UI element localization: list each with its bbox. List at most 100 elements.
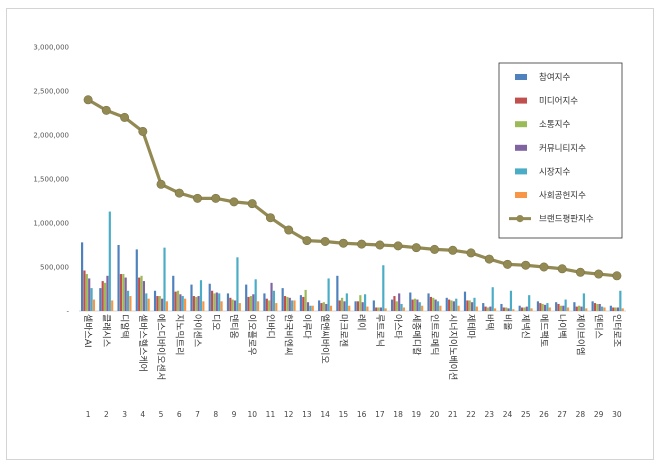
legend-label: 브랜드평판지수	[539, 214, 594, 225]
bar-미디어지수-5	[156, 296, 159, 311]
bar-커뮤니티지수-7	[197, 296, 200, 311]
rank-label: 20	[430, 410, 440, 419]
legend-label: 사회공헌지수	[539, 191, 586, 201]
bar-참여지수-11	[263, 293, 266, 311]
line-point-20	[430, 244, 440, 254]
bar-커뮤니티지수-18	[398, 293, 401, 311]
bar-커뮤니티지수-22	[471, 302, 474, 311]
bar-시장지수-29	[601, 306, 604, 311]
bar-소통지수-12	[286, 296, 289, 311]
bar-사회공헌지수-19	[421, 305, 424, 311]
rank-label: 2	[104, 410, 109, 419]
bar-참여지수-23	[482, 303, 485, 311]
legend-swatch	[515, 168, 527, 175]
bar-사회공헌지수-20	[439, 305, 442, 311]
bar-소통지수-13	[304, 289, 307, 311]
bar-소통지수-14	[322, 302, 325, 311]
bar-미디어지수-4	[138, 277, 141, 311]
bar-참여지수-10	[245, 284, 248, 311]
bar-사회공헌지수-27	[566, 307, 570, 311]
bar-시장지수-2	[108, 211, 111, 311]
bar-미디어지수-19	[411, 299, 414, 311]
bar-시장지수-24	[509, 290, 513, 311]
bar-사회공헌지수-11	[275, 303, 278, 311]
bar-사회공헌지수-21	[457, 305, 460, 311]
line-point-11	[265, 213, 275, 223]
bar-커뮤니티지수-14	[325, 303, 328, 311]
bar-시장지수-11	[272, 290, 276, 311]
bar-커뮤니티지수-24	[507, 308, 510, 311]
line-point-5	[156, 179, 166, 189]
bar-미디어지수-12	[283, 296, 287, 311]
category-label: 마크로젠	[337, 314, 348, 347]
line-point-12	[284, 225, 294, 235]
bar-사회공헌지수-28	[585, 308, 588, 311]
category-label: 디알텍	[119, 314, 130, 339]
bar-참여지수-9	[226, 293, 230, 311]
line-point-26	[539, 262, 549, 272]
legend-line-marker	[516, 215, 524, 223]
bar-참여지수-8	[208, 283, 211, 311]
bar-커뮤니티지수-26	[543, 304, 547, 311]
bar-시장지수-19	[418, 302, 421, 311]
line-point-1	[83, 95, 93, 105]
bar-사회공헌지수-13	[311, 305, 314, 311]
legend-label: 미디어지수	[539, 96, 578, 107]
line-point-3	[120, 112, 130, 122]
line-point-27	[557, 264, 567, 274]
bar-커뮤니티지수-16	[361, 302, 364, 311]
category-label: 나이벡	[556, 314, 567, 339]
brand-reputation-chart: - 500,000 1,000,000 1,500,000 2,000,000 2,500…	[33, 44, 626, 419]
bar-미디어지수-30	[612, 307, 615, 311]
line-series-group	[83, 95, 622, 281]
bar-커뮤니티지수-21	[452, 301, 455, 311]
category-label: 세종메디칼	[410, 314, 421, 355]
bar-시장지수-10	[254, 279, 257, 311]
bar-시장지수-4	[145, 293, 148, 311]
bar-시장지수-28	[582, 293, 585, 311]
bar-커뮤니티지수-28	[580, 306, 583, 311]
bar-사회공헌지수-24	[512, 309, 515, 311]
category-label: 셀바스헬스케어	[137, 314, 148, 372]
bar-미디어지수-10	[247, 296, 250, 311]
line-point-28	[575, 267, 585, 277]
bar-소통지수-28	[578, 305, 581, 311]
bar-미디어지수-7	[192, 296, 195, 311]
category-label: 시너지이노베이션	[447, 314, 458, 380]
bar-시장지수-27	[564, 299, 567, 311]
line-point-22	[466, 248, 476, 258]
line-point-14	[320, 236, 330, 246]
bar-미디어지수-14	[320, 303, 323, 311]
bar-참여지수-12	[281, 288, 284, 311]
bar-사회공헌지수-2	[111, 300, 114, 311]
rank-label: 4	[140, 410, 145, 419]
bar-참여지수-29	[591, 301, 594, 311]
bar-참여지수-6	[172, 275, 175, 311]
bar-참여지수-17	[372, 300, 375, 311]
bar-미디어지수-18	[393, 296, 396, 311]
bar-커뮤니티지수-2	[106, 275, 109, 311]
bar-소통지수-6	[176, 290, 180, 311]
bar-미디어지수-9	[229, 297, 232, 311]
bar-참여지수-5	[153, 290, 157, 311]
bar-커뮤니티지수-3	[124, 277, 127, 311]
line-point-4	[138, 126, 148, 136]
bar-참여지수-7	[190, 284, 193, 311]
category-labels: 셀바스AI 클래시스 디알텍 셀바스헬스케어 에스디바이오센서 지노믹트리 아이센스 디오 덴티…	[82, 314, 622, 380]
bar-소통지수-27	[559, 305, 562, 311]
category-label: 아스타	[392, 314, 403, 340]
line-point-2	[101, 105, 111, 115]
rank-label: 24	[503, 410, 513, 419]
rank-label: 22	[466, 410, 476, 419]
rank-label: 9	[232, 410, 237, 419]
bar-참여지수-19	[409, 292, 412, 311]
bar-미디어지수-16	[356, 301, 360, 311]
bar-시장지수-15	[345, 293, 348, 311]
rank-label: 1	[86, 410, 91, 419]
bar-미디어지수-27	[557, 303, 560, 311]
bar-커뮤니티지수-15	[343, 301, 346, 311]
bar-시장지수-17	[382, 265, 385, 311]
bar-소통지수-4	[140, 275, 143, 311]
bar-참여지수-2	[99, 288, 102, 311]
